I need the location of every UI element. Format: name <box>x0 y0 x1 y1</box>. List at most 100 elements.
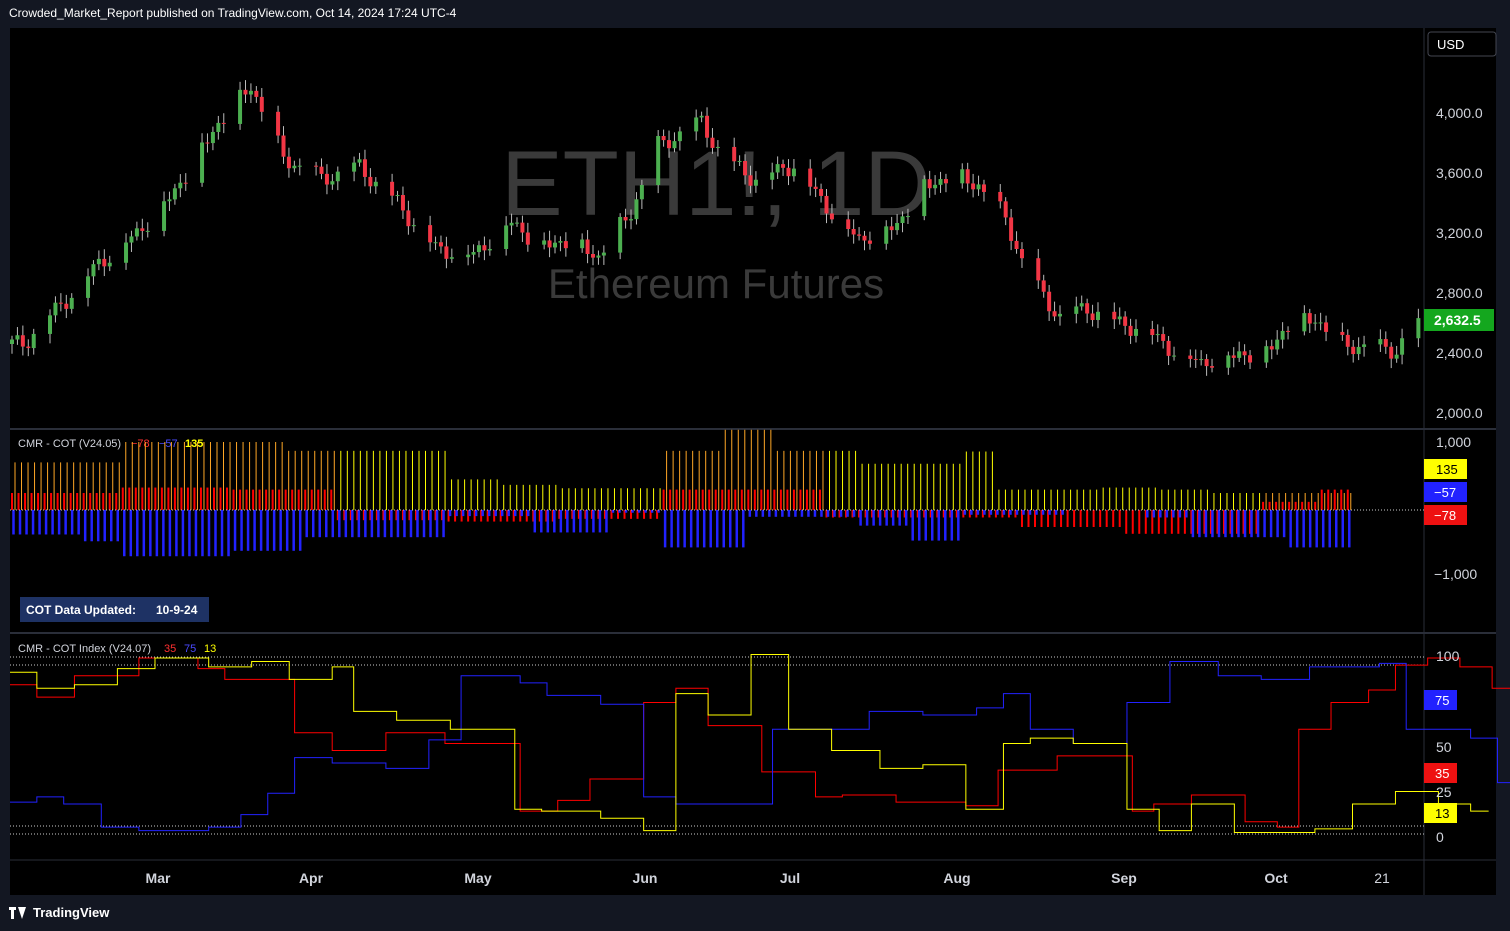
candle-body <box>639 185 644 200</box>
candle-body <box>905 216 910 218</box>
candle-body <box>558 241 563 243</box>
time-tick: 21 <box>1374 870 1390 886</box>
candle-body <box>553 242 557 248</box>
candle-body <box>216 122 221 132</box>
candle-body <box>140 228 145 231</box>
candle-body <box>1248 355 1253 363</box>
cot-blue-badge-text: −57 <box>1434 485 1456 500</box>
candle-body <box>395 195 400 197</box>
candle-body <box>281 135 286 157</box>
candle-body <box>10 339 14 344</box>
candle-body <box>672 141 677 149</box>
index-tick: 50 <box>1436 739 1452 755</box>
candle-body <box>601 252 606 256</box>
candle-body <box>938 179 943 185</box>
candle-body <box>48 315 53 334</box>
candle-body <box>965 169 970 184</box>
candle-body <box>781 164 786 168</box>
candle-body <box>791 168 796 177</box>
candle-body <box>943 179 948 184</box>
candle-body <box>960 169 965 184</box>
candle-body <box>1128 325 1133 336</box>
price-tick: 2,800.0 <box>1436 285 1483 301</box>
candle-body <box>1394 354 1399 359</box>
cot-updated-box <box>20 597 209 622</box>
candle-body <box>259 96 264 112</box>
index-value-red: 35 <box>164 643 176 655</box>
candle-body <box>753 179 758 186</box>
watermark-symbol: ETH1!, 1D <box>501 133 930 235</box>
candle-body <box>661 136 666 141</box>
candle-body <box>813 186 818 189</box>
candle-body <box>1155 334 1160 336</box>
candle-body <box>770 172 775 180</box>
cot-value-red: −78 <box>131 438 150 450</box>
candle-body <box>1150 328 1155 336</box>
index-line-blue <box>10 661 1510 832</box>
candle-body <box>487 248 492 251</box>
price-tick: 3,600.0 <box>1436 165 1483 181</box>
candle-body <box>243 89 248 95</box>
cot-pane-title: CMR - COT (V24.05) <box>18 438 121 450</box>
candle-body <box>786 167 791 177</box>
candle-body <box>629 219 634 221</box>
candle-body <box>1280 330 1285 340</box>
candle-body <box>732 146 737 162</box>
cot-tick: −1,000 <box>1434 566 1477 582</box>
candle-body <box>362 159 367 177</box>
cot-yellow-badge <box>1424 459 1467 479</box>
candle-body <box>981 184 986 192</box>
candle-body <box>1047 291 1052 312</box>
candle-body <box>1085 303 1090 314</box>
index-tick: 25 <box>1436 784 1452 800</box>
candle-body <box>591 253 596 258</box>
cot-value-blue: −57 <box>159 438 178 450</box>
candle-body <box>1210 366 1215 368</box>
candle-body <box>238 89 243 124</box>
candle-body <box>1166 340 1171 356</box>
candle-body <box>1351 346 1356 355</box>
candle-body <box>547 240 552 248</box>
candle-body <box>1090 313 1095 321</box>
candle-body <box>1264 346 1269 363</box>
candle-body <box>482 245 487 251</box>
candle-body <box>248 90 253 95</box>
candle-body <box>1356 346 1361 355</box>
candle-body <box>1302 313 1307 332</box>
candle-body <box>580 239 585 249</box>
footer: TradingView <box>9 905 109 920</box>
cot-yellow-badge-text: 135 <box>1436 462 1458 477</box>
candle-body <box>476 245 481 253</box>
candle-body <box>1242 351 1247 356</box>
candle-body <box>145 230 150 232</box>
price-tick: 2,000.0 <box>1436 405 1483 421</box>
cot-red-badge <box>1424 505 1467 525</box>
candles-group <box>10 80 1421 376</box>
candle-body <box>824 195 829 214</box>
candle-body <box>438 242 443 247</box>
currency-button[interactable] <box>1427 31 1497 57</box>
candle-body <box>1231 355 1236 358</box>
cot-value-yellow: 135 <box>185 438 203 450</box>
candle-body <box>846 219 851 230</box>
candle-body <box>172 188 177 200</box>
candle-body <box>134 228 139 237</box>
candle-body <box>205 142 210 144</box>
index-tick: 0 <box>1436 829 1444 845</box>
candle-body <box>335 171 340 182</box>
candle-body <box>715 146 720 148</box>
cot-blue-badge <box>1424 482 1467 502</box>
candle-body <box>525 232 530 245</box>
price-tick: 4,000.0 <box>1436 105 1483 121</box>
candle-body <box>1389 346 1394 359</box>
candle-body <box>449 257 454 259</box>
candle-body <box>1286 330 1291 332</box>
candle-body <box>1003 201 1008 218</box>
candle-body <box>390 181 395 196</box>
candle-body <box>623 216 628 221</box>
candle-body <box>808 168 813 187</box>
time-tick: May <box>464 870 491 886</box>
candle-body <box>200 142 205 183</box>
candle-body <box>1269 346 1274 350</box>
